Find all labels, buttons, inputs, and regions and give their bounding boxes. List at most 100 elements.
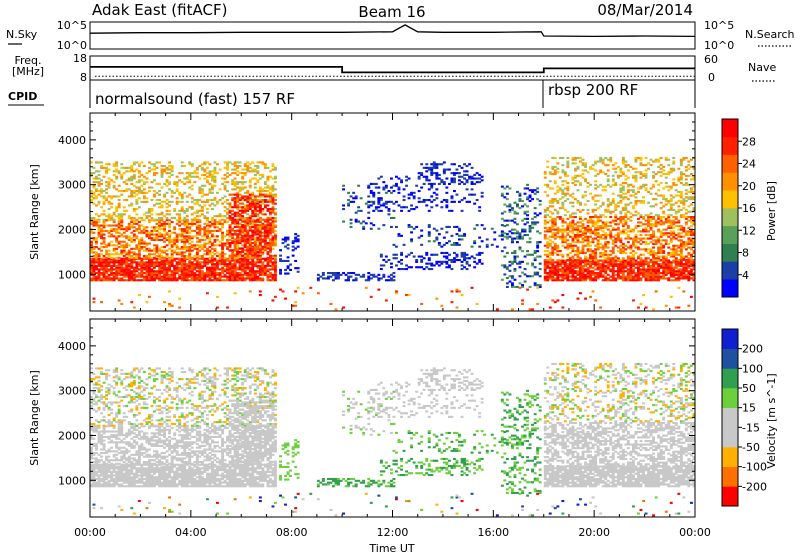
range-gate-cell — [165, 206, 169, 209]
range-gate-cell — [120, 193, 124, 196]
range-gate-cell — [263, 220, 267, 223]
range-gate-cell — [435, 229, 439, 232]
range-gate-cell — [453, 243, 456, 246]
range-gate-cell — [263, 193, 267, 196]
range-gate-cell — [621, 225, 625, 228]
range-gate-cell — [536, 214, 540, 217]
range-gate-cell — [594, 237, 598, 240]
range-gate-cell — [127, 228, 131, 231]
range-gate-cell — [543, 230, 547, 233]
range-gate-cell — [213, 199, 217, 202]
range-gate-cell — [203, 261, 207, 264]
range-gate-cell — [221, 182, 224, 185]
range-gate-cell — [548, 251, 552, 254]
range-gate-cell — [258, 254, 262, 257]
range-gate-cell — [672, 275, 676, 278]
range-gate-cell — [442, 243, 446, 246]
range-gate-cell — [168, 279, 171, 282]
range-gate-cell — [626, 235, 630, 238]
range-gate-cell — [185, 208, 189, 211]
range-gate-cell — [662, 272, 666, 275]
range-gate-cell — [145, 226, 149, 229]
range-gate-cell — [100, 242, 103, 245]
range-gate-cell — [213, 224, 217, 227]
range-gate-cell — [468, 257, 471, 260]
range-gate-cell — [241, 244, 245, 247]
range-gate-cell — [594, 230, 598, 233]
range-gate-cell — [332, 273, 335, 276]
range-gate-cell — [236, 220, 240, 223]
range-gate-cell — [569, 263, 572, 266]
range-gate-cell — [155, 213, 159, 216]
range-gate-cell — [168, 229, 171, 232]
range-gate-cell — [97, 173, 101, 176]
range-gate-cell — [576, 226, 580, 229]
range-gate-cell — [145, 216, 149, 219]
range-gate-cell — [117, 224, 121, 227]
range-gate-cell — [558, 275, 562, 278]
range-gate-cell — [382, 264, 386, 267]
range-gate-cell — [634, 237, 638, 240]
range-gate-cell — [175, 182, 179, 185]
range-gate-cell — [193, 216, 197, 219]
range-gate-cell — [599, 268, 603, 271]
range-gate-cell — [253, 229, 257, 232]
range-gate-cell — [122, 268, 126, 271]
range-gate-cell — [629, 270, 633, 273]
range-gate-cell — [165, 219, 169, 222]
range-gate-cell — [243, 228, 247, 231]
range-gate-cell — [576, 255, 580, 258]
range-gate-cell — [195, 224, 199, 227]
range-gate-cell — [621, 232, 625, 235]
range-gate-cell — [659, 219, 663, 222]
range-gate-cell — [158, 279, 161, 282]
range-gate-cell — [271, 229, 275, 232]
range-gate-cell — [233, 222, 237, 225]
range-gate-cell — [427, 168, 431, 171]
range-gate-cell — [100, 272, 103, 275]
range-gate-cell — [238, 202, 242, 205]
range-gate-cell — [150, 237, 154, 240]
range-gate-cell — [601, 234, 605, 237]
range-gate-cell — [659, 246, 663, 249]
range-gate-cell — [432, 161, 436, 164]
range-gate-cell — [266, 177, 270, 180]
range-gate-cell — [478, 173, 482, 176]
range-gate-cell — [231, 193, 235, 196]
range-gate-cell — [455, 225, 459, 228]
range-gate-cell — [178, 224, 182, 227]
range-gate-cell — [591, 273, 595, 276]
nave-label: Nave — [748, 61, 776, 74]
range-gate-cell — [211, 229, 214, 232]
range-gate-cell — [432, 227, 436, 230]
range-gate-cell — [657, 248, 661, 251]
range-gate-cell — [178, 270, 182, 273]
range-gate-cell — [581, 234, 585, 237]
range-gate-cell — [97, 200, 101, 203]
range-gate-cell — [495, 245, 499, 248]
range-gate-cell — [228, 254, 232, 257]
range-gate-cell — [652, 266, 655, 269]
range-gate-cell — [263, 268, 267, 271]
range-gate-cell — [233, 233, 237, 236]
range-gate-cell — [223, 209, 227, 212]
range-gate-cell — [551, 225, 555, 228]
range-gate-cell — [258, 177, 262, 180]
range-gate-cell — [269, 273, 272, 276]
range-gate-cell — [367, 272, 371, 275]
range-gate-cell — [216, 191, 219, 194]
range-gate-cell — [566, 273, 570, 276]
range-gate-cell — [563, 266, 567, 269]
range-gate-cell — [561, 253, 565, 256]
range-gate-cell — [92, 277, 96, 280]
range-gate-cell — [546, 226, 550, 229]
range-gate-cell — [228, 173, 232, 176]
range-gate-cell — [647, 268, 650, 271]
range-gate-cell — [92, 238, 96, 241]
range-gate-cell — [574, 263, 577, 266]
range-gate-cell — [574, 250, 577, 253]
range-gate-cell — [208, 226, 212, 229]
range-gate-cell — [238, 199, 242, 202]
range-gate-cell — [97, 253, 101, 256]
range-gate-cell — [137, 244, 141, 247]
